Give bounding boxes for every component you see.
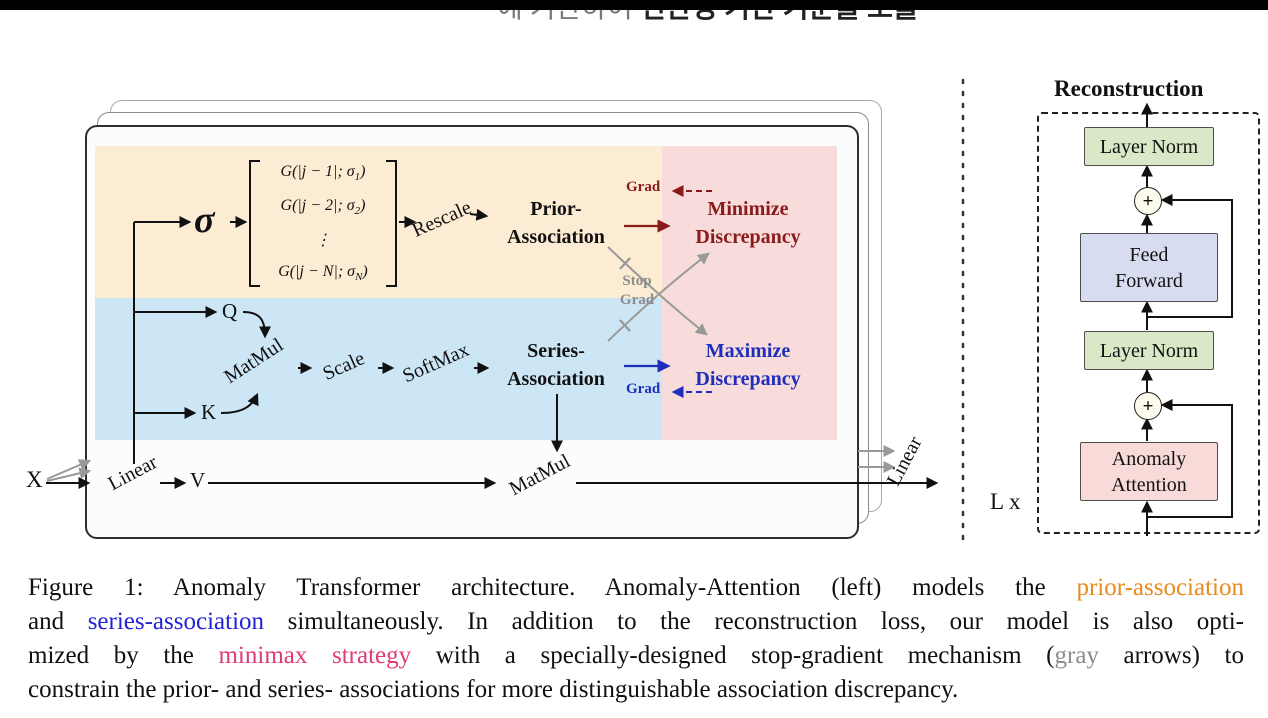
matrix-row-vdots: ⋮: [315, 231, 331, 249]
sigma-label: σ: [194, 199, 215, 241]
caption-highlight-series: series-association: [87, 608, 265, 635]
add-circle-bottom: +: [1134, 392, 1162, 420]
v-label: V: [190, 468, 206, 492]
stop-grad-line2: Grad: [619, 292, 655, 308]
q-label: Q: [222, 299, 238, 323]
anomaly-attention-line1: Anomaly: [1111, 447, 1187, 470]
caption-text: simultaneously. In addition to the recon…: [264, 608, 1244, 635]
stop-grad-line1: Stop: [622, 273, 652, 289]
layer-norm-bottom-label: Layer Norm: [1099, 339, 1199, 362]
feed-forward-line1: Feed: [1129, 243, 1169, 266]
feed-forward-line2: Forward: [1115, 269, 1183, 292]
top-black-bar: [0, 0, 1268, 10]
k-label: K: [201, 400, 217, 424]
minimize-line2: Discrepancy: [695, 226, 801, 248]
caption-text: arrows) to: [1098, 642, 1244, 669]
plus-icon: +: [1142, 395, 1154, 417]
input-x-label: X: [26, 467, 43, 492]
grad-prior-label: Grad: [626, 179, 661, 195]
series-line1: Series-: [527, 340, 585, 362]
caption-line-3: mized by the minimax strategy with a spe…: [28, 639, 1244, 673]
grad-series-label: Grad: [626, 381, 661, 397]
linear-right-label: Linear: [882, 433, 927, 490]
stop-grad-label: Stop Grad: [610, 272, 664, 310]
plus-icon: +: [1142, 190, 1154, 212]
maximize-line2: Discrepancy: [695, 368, 801, 390]
layer-norm-bottom-box: Layer Norm: [1084, 331, 1214, 370]
caption-text: constrain the prior- and series- associa…: [28, 676, 959, 703]
matrix-row: G(|j − N|; σN): [278, 263, 368, 284]
layer-norm-top-box: Layer Norm: [1084, 127, 1214, 166]
minimize-line1: Minimize: [707, 198, 789, 220]
caption-line-4: constrain the prior- and series- associa…: [28, 673, 1244, 707]
caption-highlight-minimax: minimax strategy: [218, 642, 412, 669]
figure-caption: Figure 1: Anomaly Transformer architectu…: [28, 571, 1244, 707]
caption-text: with a specially-designed stop-gradient …: [411, 642, 1055, 669]
minimize-discrepancy-label: Minimize Discrepancy: [670, 195, 826, 251]
prior-line1: Prior-: [530, 198, 582, 220]
gaussian-kernel-matrix: G(|j − 1|; σ1) G(|j − 2|; σ2) ⋮ G(|j − N…: [249, 160, 397, 287]
matrix-row: G(|j − 2|; σ2): [280, 197, 366, 218]
series-line2: Association: [507, 368, 605, 390]
matrix-rows: G(|j − 1|; σ1) G(|j − 2|; σ2) ⋮ G(|j − N…: [260, 160, 386, 287]
matrix-left-bracket: [249, 160, 260, 287]
add-circle-top: +: [1134, 187, 1162, 215]
discrepancy-region: [662, 146, 837, 440]
anomaly-attention-line2: Attention: [1111, 473, 1187, 496]
feed-forward-box: Feed Forward: [1080, 233, 1218, 302]
caption-line-1: Figure 1: Anomaly Transformer architectu…: [28, 571, 1244, 605]
caption-highlight-prior: prior-association: [1076, 574, 1244, 601]
matrix-right-bracket: [386, 160, 397, 287]
series-association-label: Series- Association: [486, 337, 626, 393]
reconstruction-title: Reconstruction: [1054, 76, 1204, 101]
layer-norm-top-label: Layer Norm: [1099, 135, 1199, 158]
caption-text: Figure 1: Anomaly Transformer architectu…: [28, 574, 1077, 601]
prior-line2: Association: [507, 226, 605, 248]
anomaly-attention-box: Anomaly Attention: [1080, 442, 1218, 501]
matrix-row: G(|j − 1|; σ1): [280, 163, 366, 184]
maximize-line1: Maximize: [705, 340, 791, 362]
layers-count-label: L x: [990, 489, 1021, 514]
prior-association-label: Prior- Association: [486, 195, 626, 251]
maximize-discrepancy-label: Maximize Discrepancy: [670, 337, 826, 393]
caption-text: mized by the: [28, 642, 219, 669]
caption-text: and: [28, 608, 88, 635]
caption-line-2: and series-association simultaneously. I…: [28, 605, 1244, 639]
caption-highlight-gray: gray: [1054, 642, 1099, 669]
